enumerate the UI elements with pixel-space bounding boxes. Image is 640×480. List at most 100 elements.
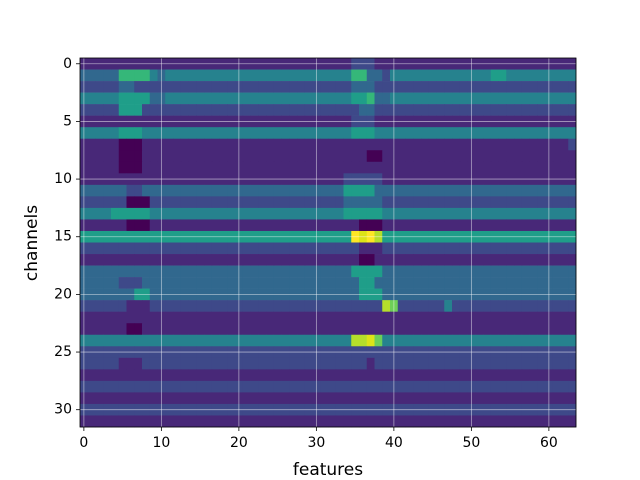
cell: [421, 242, 430, 255]
cell: [444, 323, 453, 336]
cell: [297, 323, 306, 336]
cell: [281, 81, 290, 93]
cell: [304, 369, 313, 382]
cell: [111, 184, 120, 197]
cell: [374, 334, 383, 347]
cell: [506, 184, 515, 197]
cell: [529, 196, 538, 209]
cell: [514, 127, 523, 140]
cell: [444, 81, 453, 93]
cell: [266, 277, 275, 289]
cell: [227, 161, 236, 174]
cell: [413, 219, 422, 232]
cell: [219, 92, 228, 105]
cell: [320, 138, 329, 151]
cell: [351, 184, 360, 197]
cell: [87, 265, 96, 278]
cell: [111, 104, 120, 116]
cell: [320, 81, 329, 93]
cell: [173, 104, 182, 116]
cell: [335, 150, 344, 163]
cell: [227, 265, 236, 278]
cell: [521, 184, 530, 197]
cell: [196, 265, 205, 278]
cell: [273, 104, 282, 116]
cell: [475, 300, 484, 312]
cell: [359, 207, 368, 220]
cell: [382, 184, 391, 197]
cell: [266, 150, 275, 163]
cell: [343, 357, 352, 370]
cell: [374, 415, 383, 428]
cell: [421, 380, 430, 393]
cell: [211, 369, 220, 382]
cell: [436, 311, 445, 324]
cell: [126, 323, 135, 336]
cell: [459, 300, 468, 312]
cell: [266, 127, 275, 140]
cell: [211, 150, 220, 163]
cell: [281, 161, 290, 174]
cell: [211, 392, 220, 405]
cell: [351, 104, 360, 116]
cell: [188, 138, 197, 151]
cell: [382, 104, 391, 116]
cell: [165, 277, 174, 289]
cell: [111, 415, 120, 428]
cell: [281, 300, 290, 312]
cell: [413, 207, 422, 220]
cell: [436, 127, 445, 140]
cell: [537, 277, 546, 289]
cell: [180, 415, 189, 428]
cell: [173, 161, 182, 174]
cell: [320, 415, 329, 428]
cell: [335, 207, 344, 220]
cell: [142, 357, 151, 370]
cell: [498, 242, 507, 255]
cell: [180, 196, 189, 209]
cell: [297, 254, 306, 266]
cell: [250, 357, 259, 370]
cell: [328, 392, 337, 405]
cell: [289, 219, 298, 232]
cell: [258, 219, 267, 232]
cell: [475, 265, 484, 278]
cell: [490, 69, 499, 82]
cell: [405, 207, 414, 220]
cell: [320, 127, 329, 140]
cell: [436, 161, 445, 174]
cell: [351, 254, 360, 266]
cell: [514, 161, 523, 174]
cell: [227, 81, 236, 93]
cell: [459, 104, 468, 116]
cell: [459, 357, 468, 370]
cell: [335, 242, 344, 255]
cell: [304, 104, 313, 116]
cell: [227, 127, 236, 140]
cell: [444, 254, 453, 266]
cell: [475, 334, 484, 347]
cell: [273, 138, 282, 151]
cell: [421, 127, 430, 140]
cell: [405, 138, 414, 151]
cell: [180, 277, 189, 289]
cell: [498, 392, 507, 405]
cell: [118, 254, 127, 266]
cell: [413, 277, 422, 289]
cell: [250, 219, 259, 232]
cell: [304, 323, 313, 336]
cell: [521, 219, 530, 232]
cell: [196, 207, 205, 220]
cell: [498, 196, 507, 209]
cell: [126, 92, 135, 105]
cell: [273, 127, 282, 140]
cell: [552, 196, 561, 209]
x-tick-label: 30: [307, 435, 325, 451]
cell: [165, 150, 174, 163]
cell: [250, 184, 259, 197]
cell: [95, 219, 104, 232]
cell: [103, 69, 112, 82]
cell: [459, 150, 468, 163]
cell: [335, 104, 344, 116]
